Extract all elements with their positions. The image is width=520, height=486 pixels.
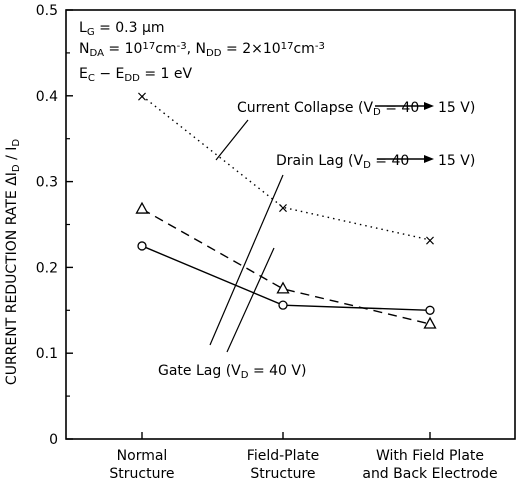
y-tick-label: 0.5 xyxy=(36,3,58,19)
parameter-box: LG = 0.3 µm NDA = 1017cm-3, NDD = 2×1017c… xyxy=(79,20,325,84)
leader-drain-lag xyxy=(209,174,284,346)
param-trap-energy: EC − EDD = 1 eV xyxy=(79,66,193,84)
data-point-x: × xyxy=(136,89,148,105)
label-current-collapse-end: 15 V) xyxy=(438,100,475,116)
data-point-triangle xyxy=(135,201,149,214)
y-axis-title: CURRENT REDUCTION RATE ΔID / ID xyxy=(4,139,22,385)
y-tick-label: 0 xyxy=(49,432,58,448)
label-drain-lag-end: 15 V) xyxy=(438,153,475,169)
series-triangle xyxy=(135,201,437,329)
y-tick-label: 0.4 xyxy=(36,89,58,105)
y-tick-label: 0.1 xyxy=(36,346,58,362)
y-axis-label: CURRENT REDUCTION RATE ΔID / ID xyxy=(4,139,22,385)
x-tick-label: Normal xyxy=(117,448,168,464)
label-drain-lag: Drain Lag (VD = 40 xyxy=(276,153,409,171)
series-line xyxy=(141,208,431,325)
data-point-triangle xyxy=(423,316,437,329)
leader-current-collapse xyxy=(215,119,249,161)
x-tick-label: Structure xyxy=(250,466,315,482)
series-x: × × × xyxy=(136,89,436,249)
axes: 0 0.1 0.2 0.3 0.4 0.5 Normal Structure Field-Pla… xyxy=(36,3,516,482)
label-gate-lag: Gate Lag (VD = 40 V) xyxy=(158,363,306,381)
data-point-circle xyxy=(137,241,147,251)
arrowhead-drain-lag xyxy=(424,155,434,163)
param-gate-length: LG = 0.3 µm xyxy=(79,20,165,38)
param-doping: NDA = 1017cm-3, NDD = 2×1017cm-3 xyxy=(79,41,325,60)
data-point-circle xyxy=(278,300,288,310)
arrowhead-current-collapse xyxy=(424,102,434,110)
x-tick-label: and Back Electrode xyxy=(362,466,497,482)
series-circle xyxy=(137,241,435,315)
x-tick-label: Structure xyxy=(109,466,174,482)
leader-gate-lag xyxy=(226,247,275,353)
series-layer: × × × xyxy=(135,89,437,329)
label-current-collapse: Current Collapse (VD = 40 xyxy=(237,100,419,118)
series-line xyxy=(141,245,431,311)
x-tick-label: Field-Plate xyxy=(247,448,319,464)
data-point-x: × xyxy=(424,233,436,249)
data-point-x: × xyxy=(277,200,289,216)
y-tick-label: 0.2 xyxy=(36,260,58,276)
data-point-triangle xyxy=(276,281,290,294)
data-point-circle xyxy=(425,305,435,315)
x-tick-label: With Field Plate xyxy=(376,448,484,464)
y-tick-label: 0.3 xyxy=(36,175,58,191)
annotations: Current Collapse (VD = 40 15 V) Drain Lag … xyxy=(158,100,475,381)
